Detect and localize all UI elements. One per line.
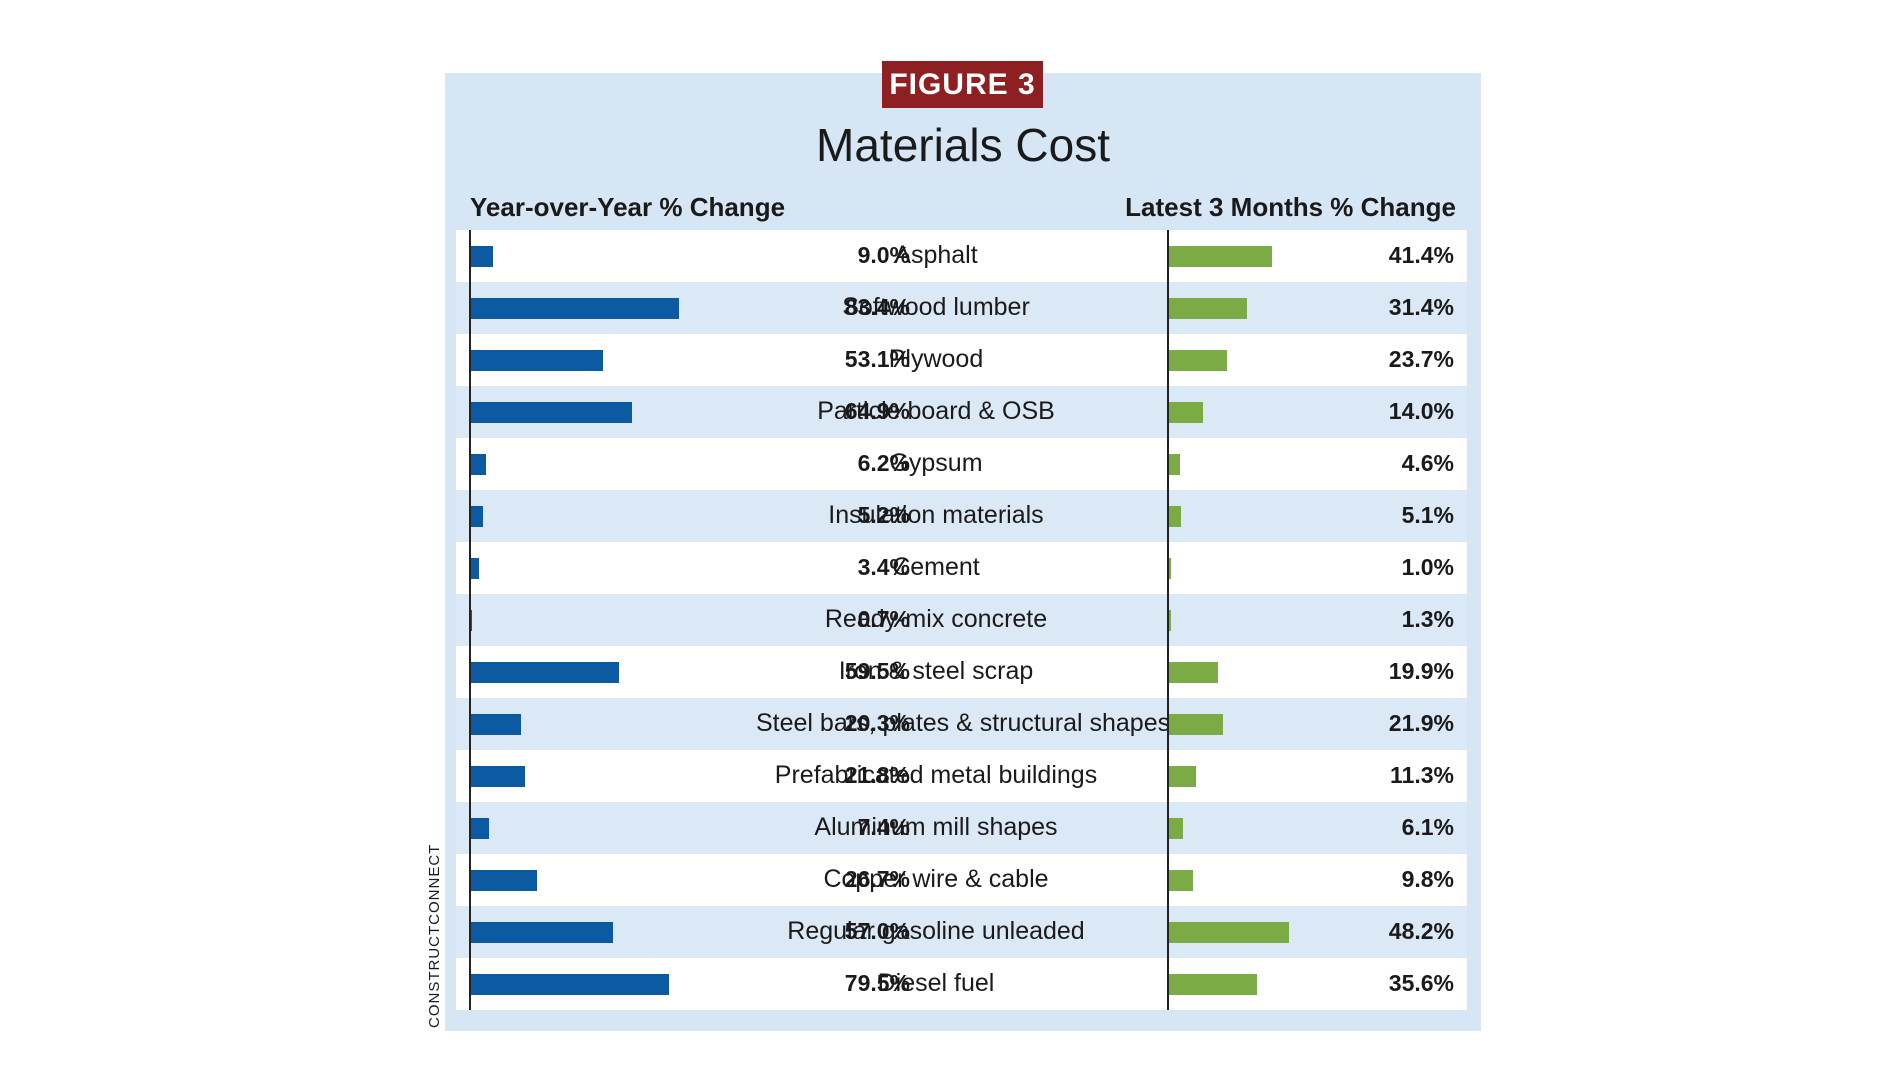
yoy-bar (470, 870, 537, 891)
chart-title: Materials Cost (816, 119, 1110, 171)
yoy-bar (470, 246, 493, 267)
three-month-axis-line (1167, 230, 1169, 1010)
three-month-value-label: 23.7% (1388, 346, 1454, 372)
category-label: Ready-mix concrete (824, 605, 1048, 633)
yoy-bar (470, 558, 479, 579)
three-month-bar (1168, 402, 1203, 423)
table-row: 83.4% Softwood lumber 31.4% (456, 282, 1467, 334)
three-month-value-label: 31.4% (1388, 294, 1454, 320)
three-month-bar (1168, 766, 1197, 787)
yoy-value-label: 64.9% (844, 398, 910, 424)
three-month-value-label: 1.3% (1401, 606, 1454, 632)
table-row: 59.5% Iron & steel scrap 19.9% (456, 646, 1467, 698)
yoy-bar (470, 818, 489, 839)
three-month-bar (1168, 610, 1172, 631)
yoy-axis-line (469, 230, 471, 1010)
three-month-value-label: 14.0% (1388, 398, 1454, 424)
category-label: Asphalt (894, 241, 978, 269)
table-row: 9.0% Asphalt 41.4% (456, 230, 1467, 282)
yoy-value-label: 5.2% (857, 502, 910, 528)
three-month-value-label: 1.0% (1401, 554, 1454, 580)
yoy-value-label: 9.0% (857, 242, 910, 268)
yoy-value-label: 0.7% (857, 606, 910, 632)
table-row: 5.2% Insulation materials 5.1% (456, 490, 1467, 542)
three-month-value-label: 35.6% (1388, 970, 1454, 996)
category-label: Plywood (888, 345, 984, 373)
table-row: 79.5% Diesel fuel 35.6% (456, 958, 1467, 1010)
yoy-value-label: 26.7% (844, 866, 910, 892)
chart-rows: 9.0% Asphalt 41.4% 83.4% Softwood lumber 31.4… (456, 230, 1467, 1010)
yoy-bar (470, 714, 521, 735)
category-label: Particle board & OSB (817, 397, 1055, 425)
three-month-bar (1168, 558, 1171, 579)
three-month-bar (1168, 454, 1180, 475)
three-month-bar (1168, 714, 1223, 735)
three-month-bar (1168, 974, 1257, 995)
source-credit: CONSTRUCTCONNECT (426, 843, 443, 1028)
category-label: Prefabricated metal buildings (774, 761, 1098, 789)
yoy-bar (470, 662, 619, 683)
figure-badge: FIGURE 3 (882, 61, 1043, 108)
category-label: Cement (892, 553, 980, 581)
table-row: 7.4% Aluminum mill shapes 6.1% (456, 802, 1467, 854)
three-month-bar (1168, 818, 1184, 839)
three-month-value-label: 6.1% (1401, 814, 1454, 840)
three-month-value-label: 5.1% (1401, 502, 1454, 528)
yoy-bar (470, 610, 472, 631)
three-month-bar (1168, 298, 1247, 319)
category-label: Softwood lumber (842, 293, 1030, 321)
table-row: 20.3% Steel bars, plates & structural sha… (456, 698, 1467, 750)
table-row: 6.2% Gypsum 4.6% (456, 438, 1467, 490)
category-label: Diesel fuel (877, 969, 995, 997)
yoy-bar (470, 402, 633, 423)
category-label: Regular gasoline unleaded (787, 917, 1085, 945)
yoy-value-label: 83.4% (844, 294, 910, 320)
three-month-bar (1168, 662, 1218, 683)
table-row: 53.1% Plywood 23.7% (456, 334, 1467, 386)
three-month-bar (1168, 506, 1181, 527)
three-month-value-label: 4.6% (1401, 450, 1454, 476)
yoy-bar (470, 506, 483, 527)
table-row: 21.8% Prefabricated metal buildings 11.3% (456, 750, 1467, 802)
table-row: 0.7% Ready-mix concrete 1.3% (456, 594, 1467, 646)
yoy-value-label: 6.2% (857, 450, 910, 476)
yoy-bar (470, 974, 669, 995)
yoy-bar (470, 298, 679, 319)
yoy-bar (470, 766, 525, 787)
yoy-bar (470, 454, 486, 475)
yoy-bar (470, 350, 603, 371)
yoy-value-label: 57.0% (844, 918, 910, 944)
three-month-bar (1168, 350, 1228, 371)
category-label: Steel bars, plates & structural shapes (756, 709, 1171, 737)
yoy-value-label: 20.3% (844, 710, 910, 736)
category-label: Gypsum (889, 449, 983, 477)
three-month-value-label: 11.3% (1390, 762, 1454, 788)
yoy-value-label: 59.5% (844, 658, 910, 684)
yoy-column-header: Year-over-Year % Change (470, 192, 786, 222)
table-row: 26.7% Copper wire & cable 9.8% (456, 854, 1467, 906)
three-month-bar (1168, 922, 1289, 943)
yoy-value-label: 21.8% (844, 762, 910, 788)
three-month-value-label: 19.9% (1388, 658, 1454, 684)
table-row: 3.4% Cement 1.0% (456, 542, 1467, 594)
three-month-value-label: 21.9% (1388, 710, 1454, 736)
three-month-column-header: Latest 3 Months % Change (1125, 192, 1456, 222)
three-month-bar (1168, 870, 1193, 891)
category-label: Aluminum mill shapes (814, 813, 1058, 841)
table-row: 64.9% Particle board & OSB 14.0% (456, 386, 1467, 438)
three-month-value-label: 48.2% (1388, 918, 1454, 944)
three-month-value-label: 9.8% (1401, 866, 1454, 892)
category-label: Copper wire & cable (823, 865, 1049, 893)
category-label: Insulation materials (828, 501, 1044, 529)
yoy-value-label: 53.1% (844, 346, 910, 372)
category-label: Iron & steel scrap (838, 657, 1034, 685)
yoy-value-label: 3.4% (857, 554, 910, 580)
yoy-value-label: 79.5% (844, 970, 910, 996)
yoy-bar (470, 922, 613, 943)
three-month-value-label: 41.4% (1388, 242, 1454, 268)
table-row: 57.0% Regular gasoline unleaded 48.2% (456, 906, 1467, 958)
yoy-value-label: 7.4% (857, 814, 910, 840)
three-month-bar (1168, 246, 1272, 267)
